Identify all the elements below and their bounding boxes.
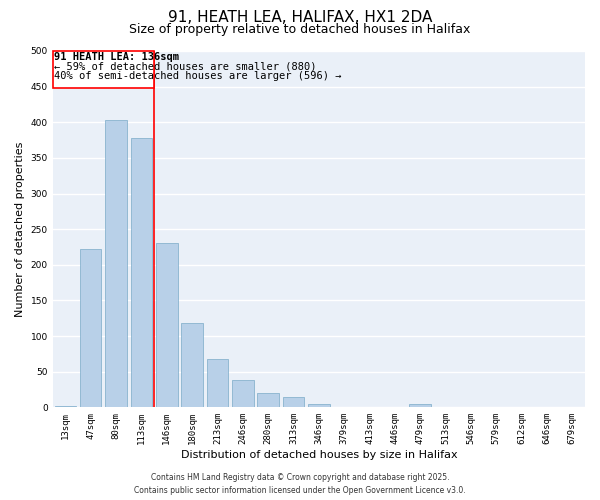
Y-axis label: Number of detached properties: Number of detached properties <box>15 142 25 317</box>
Bar <box>283 398 304 407</box>
Bar <box>206 359 228 408</box>
Bar <box>156 244 178 408</box>
Bar <box>55 406 76 407</box>
Bar <box>257 393 279 407</box>
Bar <box>131 138 152 407</box>
Text: 91 HEATH LEA: 136sqm: 91 HEATH LEA: 136sqm <box>55 52 179 62</box>
Text: Contains HM Land Registry data © Crown copyright and database right 2025.
Contai: Contains HM Land Registry data © Crown c… <box>134 474 466 495</box>
FancyBboxPatch shape <box>53 51 154 88</box>
Bar <box>80 249 101 408</box>
Text: ← 59% of detached houses are smaller (880): ← 59% of detached houses are smaller (88… <box>55 62 317 72</box>
Text: 40% of semi-detached houses are larger (596) →: 40% of semi-detached houses are larger (… <box>55 71 342 81</box>
Bar <box>181 322 203 408</box>
Bar <box>232 380 254 407</box>
Bar <box>308 404 329 407</box>
Bar <box>105 120 127 408</box>
Text: Size of property relative to detached houses in Halifax: Size of property relative to detached ho… <box>130 22 470 36</box>
Text: 91, HEATH LEA, HALIFAX, HX1 2DA: 91, HEATH LEA, HALIFAX, HX1 2DA <box>168 10 432 25</box>
Bar <box>409 404 431 407</box>
X-axis label: Distribution of detached houses by size in Halifax: Distribution of detached houses by size … <box>181 450 457 460</box>
